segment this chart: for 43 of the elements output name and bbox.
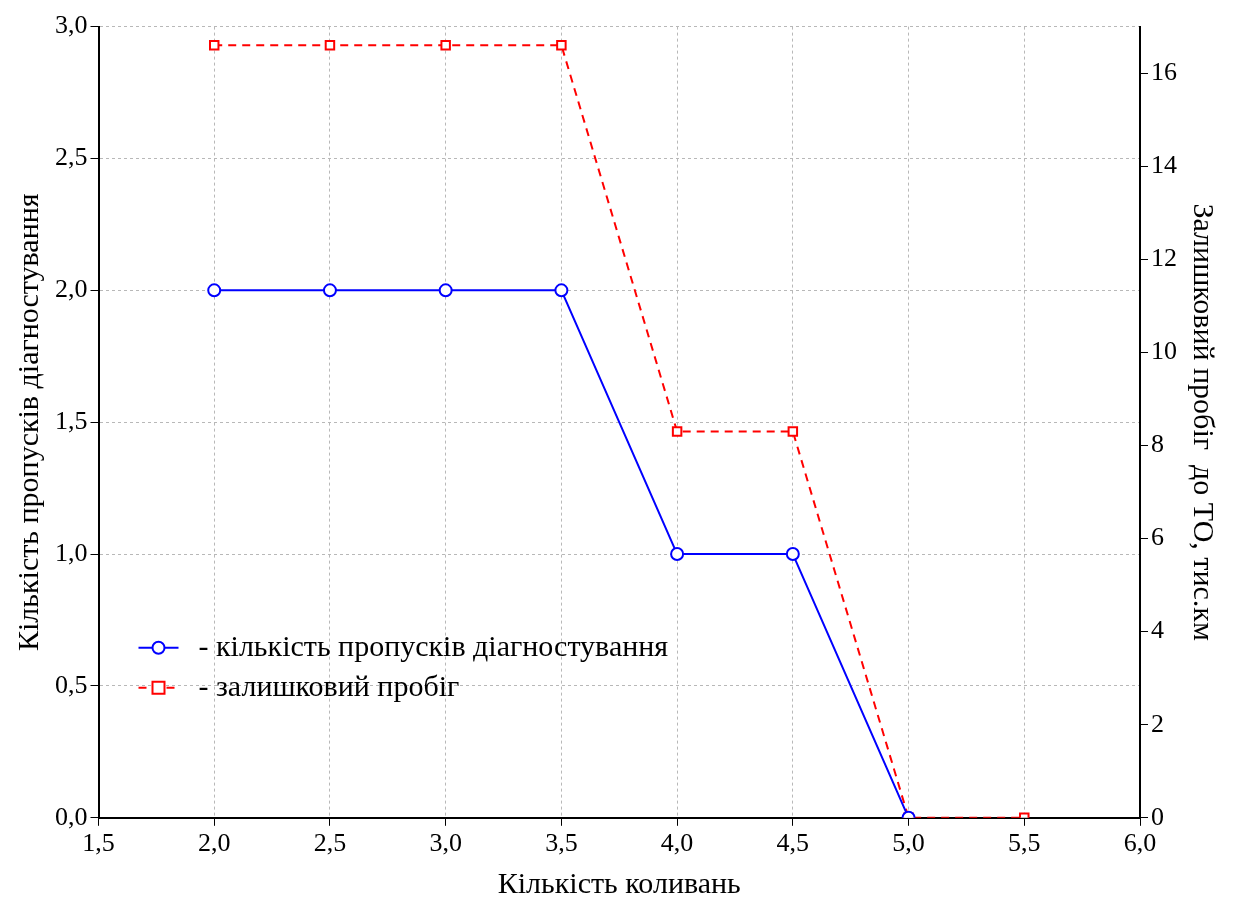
x-tick-label: 6,0 [1123,828,1157,858]
x-tick-label: 3,0 [429,828,462,858]
point [208,39,220,51]
x-tick-label: 2,5 [313,828,347,858]
point [438,283,453,298]
y-tick-label: 0,0 [55,801,88,831]
y-tick-label: 2,0 [55,274,88,304]
y-axis-title: Кількість пропусків діагностування [10,193,44,651]
x-axis-title: Кількість коливань [497,865,741,899]
y2-tick-label: 16 [1151,56,1177,86]
point [556,39,567,51]
point [670,547,685,562]
y2-tick-label: 0 [1151,801,1164,831]
point [787,426,799,437]
y-tick-label: 3,0 [55,10,88,40]
legend-label: - залишковий пробіг [198,668,460,702]
point [554,283,569,298]
x-tick-label: 3,5 [545,828,578,858]
y-tick-label: 2,5 [55,142,88,172]
x-tick-label: 2,0 [197,828,231,858]
y2-tick-label: 10 [1151,336,1177,366]
y2-tick-label: 8 [1151,429,1164,459]
point [440,39,451,51]
legend-label: - кількість пропусків діагностування [198,628,669,662]
y2-axis-title: Залишковий пробіг до ТО, тис.км [1188,203,1222,641]
x-tick-label: 1,5 [82,828,115,858]
y2-tick-label: 2 [1151,708,1164,738]
y2-tick-label: 6 [1151,522,1164,552]
y2-tick-label: 12 [1151,243,1177,273]
point [671,426,683,437]
x-tick-label: 5,5 [1008,828,1041,858]
y-tick-label: 1,0 [55,537,88,567]
y-tick-label: 1,5 [55,406,88,436]
y2-tick-label: 4 [1151,615,1164,645]
x-tick-label: 5,0 [892,828,925,858]
y2-tick-label: 14 [1151,150,1177,180]
x-tick-label: 4,0 [660,828,694,858]
y-tick-label: 0,5 [55,669,88,699]
point [207,283,222,298]
point [324,39,336,51]
point [785,547,800,562]
x-tick-label: 4,5 [776,828,810,858]
point [322,283,337,298]
